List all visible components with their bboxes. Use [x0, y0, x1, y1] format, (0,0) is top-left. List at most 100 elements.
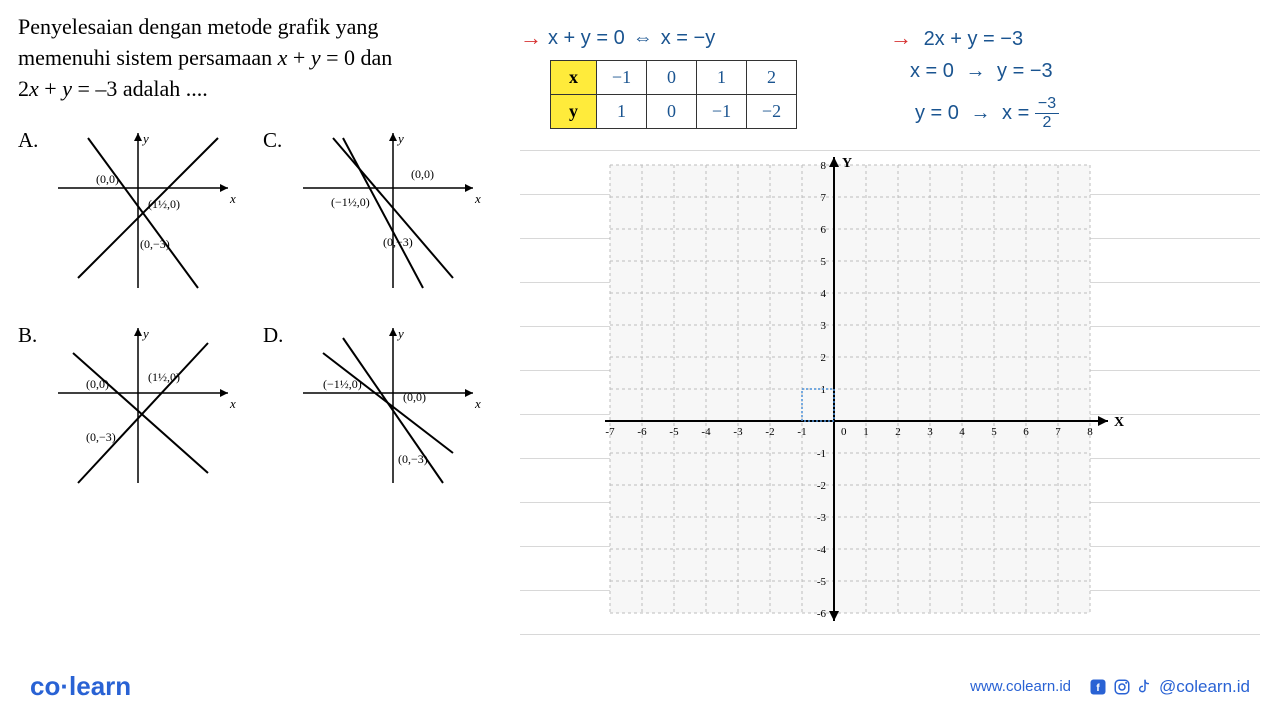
svg-text:6: 6 — [1023, 426, 1029, 438]
svg-text:y: y — [141, 131, 149, 146]
y-header: y — [551, 95, 597, 129]
question-panel: Penyelesaian dengan metode grafik yang m… — [18, 12, 498, 498]
footer-url: www.colearn.id — [970, 678, 1071, 695]
arrow-icon: → — [965, 60, 985, 82]
footer: co·learn www.colearn.id f @colearn.id — [30, 671, 1250, 702]
question-line2: memenuhi sistem persamaan x + y = 0 dan — [18, 45, 392, 70]
svg-text:3: 3 — [927, 426, 933, 438]
equation-2: → 2x + y = −3 — [890, 25, 1023, 51]
eq4-right-prefix: x = — [1002, 102, 1029, 124]
svg-text:(0,0): (0,0) — [411, 167, 434, 181]
svg-text:4: 4 — [959, 426, 965, 438]
svg-text:-3: -3 — [733, 426, 743, 438]
svg-text:-2: -2 — [765, 426, 774, 438]
eq4-left: y = 0 — [915, 102, 959, 124]
question-line3: 2x + y = –3 adalah .... — [18, 76, 208, 101]
option-d-label: D. — [263, 323, 283, 348]
table-cell: 1 — [597, 95, 647, 129]
svg-text:y: y — [396, 131, 404, 146]
fraction: −3 2 — [1035, 95, 1059, 132]
option-a-label: A. — [18, 128, 38, 153]
instagram-icon — [1113, 678, 1131, 696]
fraction-denominator: 2 — [1035, 114, 1059, 132]
svg-text:7: 7 — [821, 192, 827, 204]
footer-right: www.colearn.id f @colearn.id — [970, 677, 1250, 697]
svg-text:4: 4 — [821, 288, 827, 300]
double-arrow-icon: ⇔ — [633, 27, 653, 50]
option-c: C. y x (0,0) (−1½,0) (0,−3) — [263, 128, 498, 303]
svg-text:8: 8 — [821, 160, 827, 172]
svg-text:x: x — [474, 396, 481, 411]
table-cell: 0 — [647, 95, 697, 129]
red-arrow-icon: → — [890, 25, 912, 50]
svg-text:8: 8 — [1087, 426, 1093, 438]
svg-text:5: 5 — [821, 256, 827, 268]
brand-logo: co·learn — [30, 671, 131, 702]
svg-text:1: 1 — [821, 384, 827, 396]
option-b-label: B. — [18, 323, 37, 348]
svg-text:5: 5 — [991, 426, 997, 438]
option-c-graph: y x (0,0) (−1½,0) (0,−3) — [293, 128, 493, 298]
table-row: y 1 0 −1 −2 — [551, 95, 797, 129]
svg-text:1: 1 — [863, 426, 869, 438]
svg-text:x: x — [474, 191, 481, 206]
svg-text:3: 3 — [821, 320, 827, 332]
social-icons: f @colearn.id — [1089, 677, 1250, 697]
option-a-graph: y x (0,0) (1½,0) (0,−3) — [48, 128, 248, 298]
eq1-left: x + y = 0 — [548, 27, 625, 50]
table-cell: 0 — [647, 61, 697, 95]
svg-text:-6: -6 — [637, 426, 647, 438]
eq3-right: y = −3 — [997, 60, 1053, 82]
svg-text:(0,−3): (0,−3) — [86, 430, 116, 444]
svg-text:2: 2 — [895, 426, 901, 438]
svg-text:-5: -5 — [817, 576, 827, 588]
svg-text:7: 7 — [1055, 426, 1061, 438]
option-b: B. y x (0,0) (1½,0) (0,−3) — [18, 323, 253, 498]
option-a: A. y x (0,0) (1½,0) (0,−3) — [18, 128, 253, 303]
svg-text:(0,0): (0,0) — [86, 377, 109, 391]
svg-text:2: 2 — [821, 352, 827, 364]
svg-text:-1: -1 — [817, 448, 826, 460]
facebook-icon: f — [1089, 678, 1107, 696]
svg-text:f: f — [1096, 681, 1100, 693]
table-cell: 2 — [747, 61, 797, 95]
table-cell: −2 — [747, 95, 797, 129]
svg-text:x: x — [229, 191, 236, 206]
table-cell: −1 — [697, 95, 747, 129]
svg-text:-4: -4 — [817, 544, 827, 556]
tiktok-icon — [1137, 678, 1153, 696]
main-graph: XY-7-6-5-4-3-2-112345678-6-5-4-3-2-11234… — [570, 155, 1190, 670]
svg-text:-7: -7 — [605, 426, 615, 438]
svg-text:-6: -6 — [817, 608, 827, 620]
svg-text:(−1½,0): (−1½,0) — [331, 195, 370, 209]
option-c-label: C. — [263, 128, 282, 153]
svg-text:X: X — [1114, 415, 1124, 430]
svg-text:(0,−3): (0,−3) — [398, 452, 428, 466]
svg-text:(0,0): (0,0) — [96, 172, 119, 186]
svg-text:(−1½,0): (−1½,0) — [323, 377, 362, 391]
equation-4: y = 0 → x = −3 2 — [915, 95, 1059, 132]
option-d: D. y x (−1½,0) (0,0) (0,−3) — [263, 323, 498, 498]
logo-part1: co — [30, 671, 60, 701]
question-line1: Penyelesaian dengan metode grafik yang — [18, 14, 378, 39]
red-arrow-icon: → — [520, 25, 542, 51]
svg-text:y: y — [141, 326, 149, 341]
table-cell: −1 — [597, 61, 647, 95]
social-handle: @colearn.id — [1159, 677, 1250, 697]
svg-text:y: y — [396, 326, 404, 341]
svg-text:0: 0 — [841, 426, 847, 438]
svg-text:-3: -3 — [817, 512, 827, 524]
question-text: Penyelesaian dengan metode grafik yang m… — [18, 12, 498, 104]
svg-text:-1: -1 — [797, 426, 806, 438]
equation-1: → x + y = 0 ⇔ x = −y — [520, 25, 715, 51]
svg-text:(1½,0): (1½,0) — [148, 197, 180, 211]
equation-3: x = 0 → y = −3 — [910, 60, 1053, 83]
svg-text:x: x — [229, 396, 236, 411]
xy-table: x −1 0 1 2 y 1 0 −1 −2 — [550, 60, 797, 129]
table-row: x −1 0 1 2 — [551, 61, 797, 95]
svg-text:6: 6 — [821, 224, 827, 236]
options-grid: A. y x (0,0) (1½,0) (0,−3) C. — [18, 128, 498, 498]
option-b-graph: y x (0,0) (1½,0) (0,−3) — [48, 323, 248, 493]
option-d-graph: y x (−1½,0) (0,0) (0,−3) — [293, 323, 493, 493]
x-header: x — [551, 61, 597, 95]
